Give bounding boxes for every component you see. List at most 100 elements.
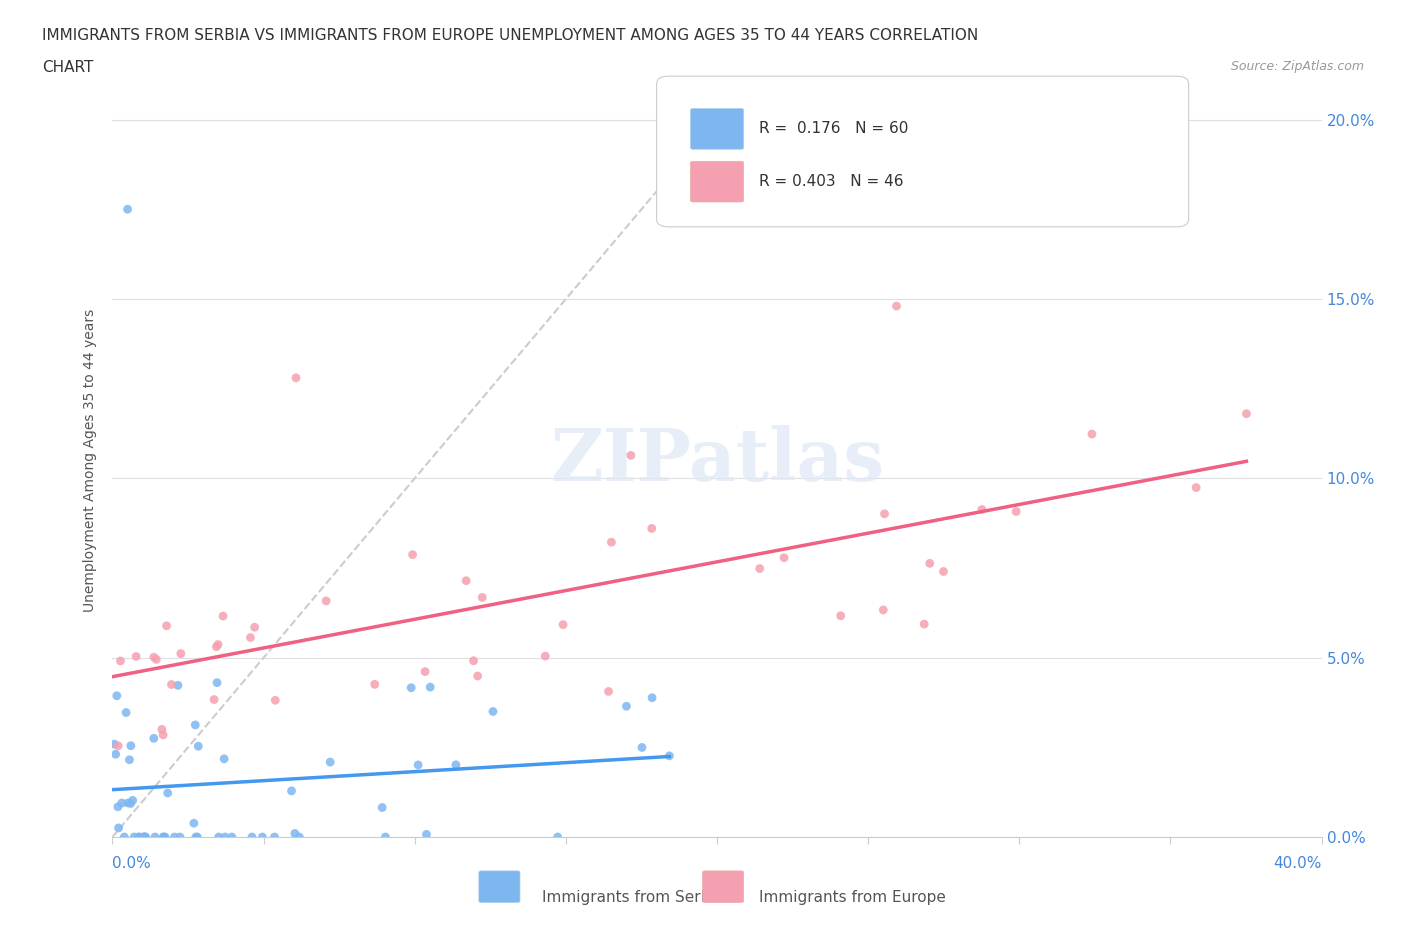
Point <box>374 830 396 844</box>
Point <box>918 556 941 571</box>
Point <box>641 690 664 705</box>
Point <box>120 738 142 753</box>
Point <box>748 561 770 576</box>
Point <box>132 830 155 844</box>
Point <box>208 830 231 844</box>
Point <box>600 535 623 550</box>
Point <box>873 506 896 521</box>
Point <box>1081 427 1104 442</box>
Point <box>641 521 664 536</box>
Point <box>125 649 148 664</box>
Point <box>239 631 262 645</box>
Point <box>207 637 229 652</box>
Point <box>111 795 134 810</box>
Point <box>315 593 337 608</box>
Point <box>134 830 156 844</box>
Point <box>205 639 228 654</box>
Text: R =  0.176   N = 60: R = 0.176 N = 60 <box>759 122 908 137</box>
Point <box>415 827 437 842</box>
Point <box>183 816 205 830</box>
Point <box>117 202 139 217</box>
Point <box>1185 480 1208 495</box>
Point <box>118 752 141 767</box>
Point <box>120 796 142 811</box>
Point <box>115 705 138 720</box>
Point <box>132 830 155 844</box>
Point <box>364 677 387 692</box>
Point <box>103 737 125 751</box>
Point <box>598 684 620 698</box>
Point <box>153 830 176 844</box>
Point <box>547 830 569 844</box>
Point <box>551 618 574 632</box>
Point <box>160 677 183 692</box>
Point <box>169 830 191 844</box>
Text: R = 0.403   N = 46: R = 0.403 N = 46 <box>759 174 904 189</box>
Text: IMMIGRANTS FROM SERBIA VS IMMIGRANTS FROM EUROPE UNEMPLOYMENT AMONG AGES 35 TO 4: IMMIGRANTS FROM SERBIA VS IMMIGRANTS FRO… <box>42 28 979 43</box>
Point <box>773 551 796 565</box>
Point <box>912 617 935 631</box>
Point <box>104 747 127 762</box>
Point <box>872 603 894 618</box>
Point <box>463 653 485 668</box>
Point <box>184 830 207 844</box>
Text: Source: ZipAtlas.com: Source: ZipAtlas.com <box>1230 60 1364 73</box>
Point <box>186 830 208 844</box>
Point <box>620 448 643 463</box>
Point <box>152 830 174 844</box>
Point <box>970 502 993 517</box>
Point <box>830 608 852 623</box>
Text: Immigrants from Europe: Immigrants from Europe <box>759 890 946 905</box>
Point <box>121 793 143 808</box>
Point <box>401 547 423 562</box>
FancyBboxPatch shape <box>690 109 744 149</box>
Point <box>631 740 654 755</box>
Point <box>142 731 165 746</box>
Point <box>444 757 467 772</box>
Text: Immigrants from Serbia: Immigrants from Serbia <box>541 890 724 905</box>
FancyBboxPatch shape <box>703 870 744 902</box>
Point <box>288 830 311 844</box>
Point <box>107 800 129 815</box>
Y-axis label: Unemployment Among Ages 35 to 44 years: Unemployment Among Ages 35 to 44 years <box>83 309 97 612</box>
Point <box>263 830 285 844</box>
Point <box>252 830 274 844</box>
Point <box>187 738 209 753</box>
Point <box>107 738 129 753</box>
Point <box>107 820 129 835</box>
Point <box>134 830 156 844</box>
Point <box>163 830 186 844</box>
Point <box>482 704 505 719</box>
Point <box>184 717 207 732</box>
Point <box>170 646 193 661</box>
Point <box>616 698 638 713</box>
Point <box>214 830 236 844</box>
Point <box>221 830 243 844</box>
Point <box>456 573 478 588</box>
Text: ZIPatlas: ZIPatlas <box>550 425 884 496</box>
FancyBboxPatch shape <box>479 870 520 902</box>
Point <box>932 564 955 578</box>
Point <box>205 675 228 690</box>
Point <box>112 830 135 844</box>
Point <box>152 830 174 844</box>
Point <box>658 749 681 764</box>
Point <box>471 590 494 604</box>
Point <box>122 830 145 844</box>
Point <box>406 758 429 773</box>
Point <box>319 754 342 769</box>
Point <box>128 830 150 844</box>
Point <box>167 678 190 693</box>
Point <box>264 693 287 708</box>
Point <box>284 826 307 841</box>
Point <box>127 830 149 844</box>
Point <box>886 299 908 313</box>
Point <box>143 830 166 844</box>
Text: CHART: CHART <box>42 60 94 75</box>
Point <box>371 800 394 815</box>
Point <box>145 652 167 667</box>
Point <box>285 370 308 385</box>
Text: 40.0%: 40.0% <box>1274 856 1322 870</box>
Text: 0.0%: 0.0% <box>112 856 152 870</box>
Point <box>110 654 132 669</box>
